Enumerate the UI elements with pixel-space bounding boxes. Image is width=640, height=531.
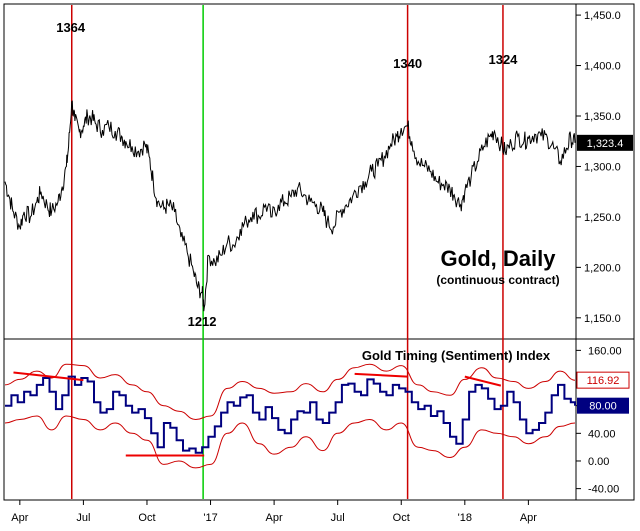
- x-tick-label-7: Oct: [393, 512, 410, 524]
- price-tick-label-4: 1,300.0: [584, 161, 621, 173]
- x-tick-label-8: '18: [458, 512, 472, 524]
- divergence-line-1: [13, 371, 84, 382]
- sentiment-index-line: [5, 375, 576, 454]
- x-tick-label-9: Apr: [520, 512, 537, 524]
- upper-band-line: [4, 363, 576, 421]
- price-annotation-1364: 1364: [56, 20, 86, 35]
- price-tick-label-7: 1,150.0: [584, 313, 621, 325]
- x-tick-label-1: Apr: [11, 512, 28, 524]
- upper-band-value-box: [576, 371, 630, 389]
- x-tick-label-3: Oct: [138, 512, 155, 524]
- price-annotation-1340: 1340: [393, 56, 422, 71]
- index-last-value-label: 80.00: [589, 401, 617, 413]
- index-tick-label-4: 40.00: [588, 428, 616, 440]
- price-tick-label-3: 1,350.0: [584, 111, 621, 123]
- price-y-axis: 1,450.0 1,400.0 1,350.0 1,300.0 1,250.0 1,200…: [576, 10, 621, 325]
- price-annotation-1212: 1212: [188, 314, 217, 329]
- divergence-line-4: [464, 375, 502, 387]
- outer-frame: [3, 3, 635, 501]
- x-tick-label-2: Jul: [76, 512, 90, 524]
- upper-band-value-label: 116.92: [587, 375, 620, 387]
- index-last-value-box: [577, 397, 629, 414]
- price-annotation-1324: 1324: [488, 52, 518, 67]
- price-tick-label-5: 1,250.0: [584, 212, 621, 224]
- price-tick-label-2: 1,400.0: [584, 61, 621, 73]
- price-chart-title: Gold, Daily: [441, 246, 557, 271]
- x-tick-label-4: '17: [203, 512, 217, 524]
- price-series-layer: [4, 100, 576, 312]
- index-chart-title: Gold Timing (Sentiment) Index: [362, 348, 551, 363]
- index-upper-band-tag: 116.92: [576, 371, 630, 389]
- price-line: [4, 100, 576, 312]
- price-tick-label-6: 1,200.0: [584, 262, 621, 274]
- x-tick-label-6: Jul: [331, 512, 345, 524]
- index-series-layer: [4, 363, 576, 469]
- price-last-value-label: 1,323.4: [587, 138, 624, 150]
- lower-band-line: [4, 415, 576, 469]
- price-tick-label-1: 1,450.0: [584, 10, 621, 22]
- annotation-layer: 1364 1212 1340 1324: [56, 20, 518, 329]
- vertical-markers: [70, 5, 504, 499]
- index-tick-label-5: 0.00: [588, 456, 609, 468]
- price-chart-subtitle: (continuous contract): [436, 273, 559, 287]
- index-tick-label-6: -40.00: [588, 484, 619, 496]
- price-last-value-box: [577, 134, 633, 151]
- x-tick-label-5: Apr: [266, 512, 283, 524]
- divergence-line-3: [354, 372, 408, 378]
- x-axis: Apr Jul Oct '17 Apr Jul Oct '18 Apr: [11, 500, 537, 524]
- index-tick-label-1: 160.00: [588, 345, 622, 357]
- index-last-value-tag: 80.00: [577, 397, 629, 414]
- price-last-value-tag: 1,323.4: [577, 134, 633, 151]
